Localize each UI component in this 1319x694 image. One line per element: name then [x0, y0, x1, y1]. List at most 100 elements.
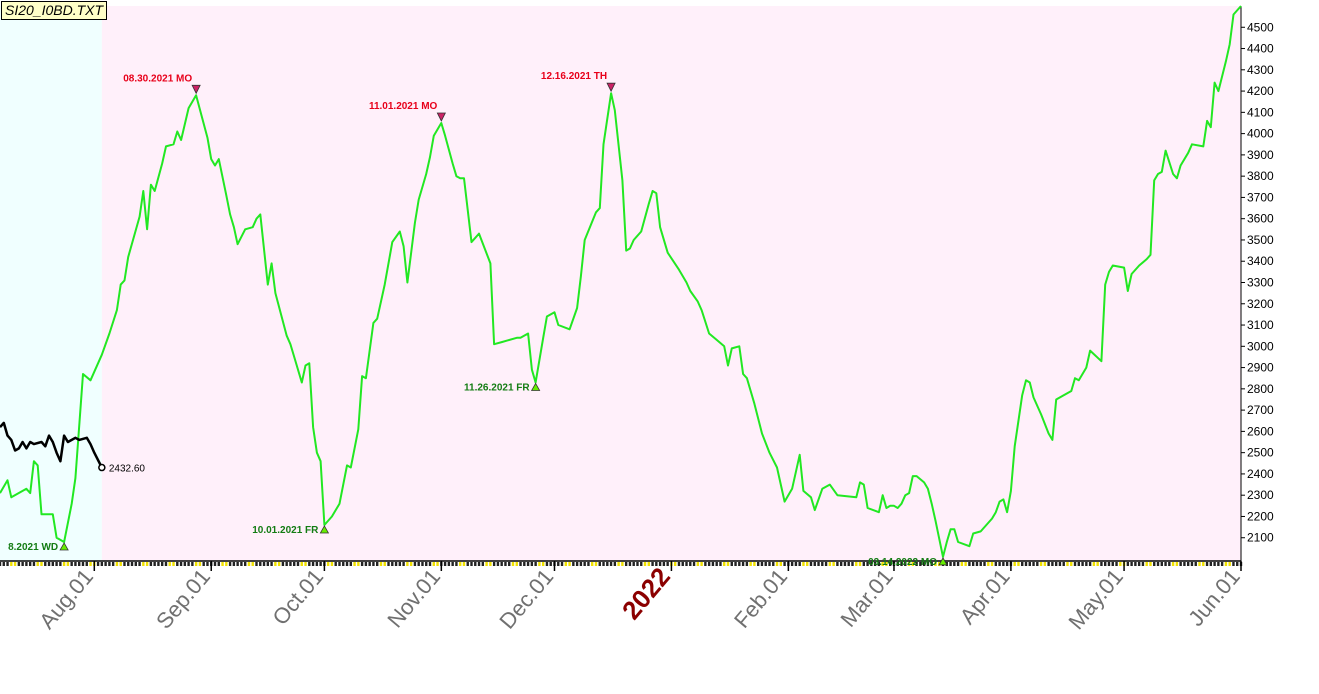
x-day-tick: [1085, 562, 1088, 566]
x-day-tick: [13, 562, 17, 566]
x-day-tick: [745, 562, 749, 566]
x-day-tick: [130, 562, 134, 566]
x-day-tick: [187, 562, 190, 566]
x-day-tick: [398, 562, 402, 566]
x-day-tick: [1051, 562, 1054, 566]
x-day-tick: [523, 562, 526, 566]
x-day-tick: [866, 562, 869, 566]
trough-date-label: 11.26.2021 FR: [464, 382, 530, 393]
x-day-tick: [1145, 562, 1148, 566]
y-tick-label-2500: 2500: [1247, 446, 1274, 460]
x-day-tick: [987, 562, 990, 566]
x-day-tick: [466, 562, 469, 566]
x-day-tick: [606, 562, 609, 566]
annotations-group: 2432.60 8.2021 WD 08.30.2021 MO 10.01.2021 …: [8, 71, 948, 568]
x-day-tick: [89, 562, 92, 566]
x-day-tick: [975, 562, 979, 566]
x-day-tick: [134, 562, 137, 566]
end-value-label: 2432.60: [109, 464, 146, 475]
x-day-tick: [817, 562, 820, 566]
x-day-tick: [1190, 562, 1194, 566]
peak-marker: [436, 112, 446, 122]
x-day-tick: [798, 562, 801, 566]
y-tick-label-4000: 4000: [1247, 127, 1274, 141]
x-day-tick: [741, 562, 745, 566]
x-day-tick: [1005, 562, 1009, 566]
x-day-tick: [1156, 562, 1160, 566]
x-day-tick: [953, 562, 956, 566]
x-day-tick: [198, 562, 202, 566]
y-tick-label-2300: 2300: [1247, 488, 1274, 502]
x-day-tick: [934, 562, 937, 566]
x-day-tick: [55, 562, 58, 566]
x-month-label: Feb.01: [729, 564, 792, 633]
x-day-tick: [364, 562, 368, 566]
x-day-tick: [560, 562, 564, 566]
x-day-tick: [308, 562, 311, 566]
x-month-label: Jun.01: [1183, 564, 1245, 631]
x-day-tick: [609, 562, 613, 566]
x-day-tick: [0, 562, 2, 566]
x-day-tick: [236, 562, 239, 566]
x-day-tick: [104, 562, 107, 566]
y-tick-label-2400: 2400: [1247, 467, 1274, 481]
x-day-tick: [673, 562, 677, 566]
x-day-tick: [160, 562, 164, 566]
series-group: [0, 5, 1242, 558]
x-day-tick: [617, 562, 620, 566]
trough-date-label: 10.01.2021 FR: [252, 525, 319, 536]
x-day-tick: [360, 562, 364, 566]
x-day-tick: [813, 562, 816, 566]
x-day-tick: [624, 562, 628, 566]
x-day-tick: [47, 562, 51, 566]
x-day-tick: [489, 562, 492, 566]
x-day-tick: [1209, 562, 1213, 566]
x-day-tick: [783, 562, 786, 566]
x-day-tick: [225, 562, 228, 566]
x-day-tick: [723, 562, 726, 566]
x-day-tick: [353, 562, 356, 566]
x-day-tick: [545, 562, 549, 566]
x-day-tick: [772, 562, 775, 566]
trough-marker: [938, 557, 948, 566]
x-day-tick: [726, 562, 730, 566]
x-day-tick: [1220, 562, 1224, 566]
y-axis: 2100 2200 2300 2400 2500 2600 2700 2800 2900 3000…: [1240, 6, 1274, 561]
x-day-tick: [696, 562, 700, 566]
x-day-tick: [319, 562, 322, 566]
x-day-tick: [10, 562, 13, 566]
x-day-tick: [44, 562, 47, 566]
x-day-tick: [824, 562, 828, 566]
x-day-tick: [115, 562, 119, 566]
x-day-tick: [17, 562, 21, 566]
x-day-tick: [1100, 562, 1103, 566]
x-day-tick: [734, 562, 737, 566]
x-day-tick: [194, 562, 198, 566]
y-tick-label-3700: 3700: [1247, 190, 1274, 204]
x-day-tick: [930, 562, 933, 566]
x-day-tick: [1002, 562, 1005, 566]
x-day-tick: [176, 562, 179, 566]
x-day-tick: [926, 562, 930, 566]
x-day-tick: [255, 562, 258, 566]
trough-marker: [530, 382, 541, 391]
x-day-tick: [85, 562, 88, 566]
secondary-series-line: [0, 421, 103, 469]
x-day-tick: [300, 562, 303, 566]
x-day-tick: [1013, 562, 1016, 566]
x-day-tick: [62, 562, 66, 566]
x-day-tick: [707, 562, 711, 566]
x-day-tick: [1232, 562, 1235, 566]
x-day-tick: [243, 562, 247, 566]
x-day-tick: [474, 562, 477, 566]
peak-date-label: 11.01.2021 MO: [369, 101, 438, 112]
x-day-tick: [828, 562, 832, 566]
x-day-tick: [983, 562, 986, 566]
forecast-background: [101, 6, 1242, 561]
x-day-tick: [579, 562, 583, 566]
trough-date-label: 8.2021 WD: [8, 542, 58, 553]
x-day-tick: [960, 562, 964, 566]
x-day-tick: [907, 562, 911, 566]
x-day-tick: [1036, 562, 1039, 566]
